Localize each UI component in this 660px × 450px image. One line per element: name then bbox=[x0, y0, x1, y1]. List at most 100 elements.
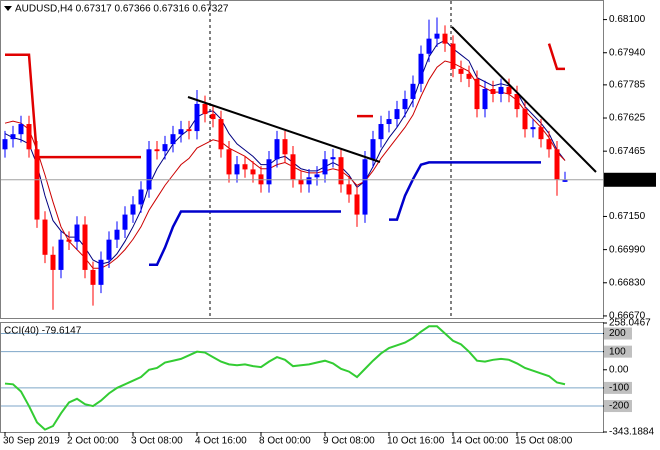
x-tick-label: 2 Oct 00:00 bbox=[67, 436, 119, 447]
y-tick-label: -200 bbox=[609, 401, 629, 412]
candle-body bbox=[290, 154, 296, 180]
x-tick-label: 14 Oct 00:00 bbox=[451, 436, 509, 447]
candle-body bbox=[442, 33, 448, 44]
level-label-bg bbox=[604, 381, 632, 394]
candle-body bbox=[274, 139, 280, 160]
trendline bbox=[187, 96, 381, 163]
candle-body bbox=[402, 98, 408, 110]
level-label-bg bbox=[604, 327, 632, 340]
candle-body bbox=[90, 269, 96, 285]
y-tick-label: 0.67625 bbox=[609, 113, 646, 124]
candle-body bbox=[338, 157, 344, 185]
candle-body bbox=[314, 174, 320, 178]
candle-body bbox=[266, 159, 272, 185]
x-tick-label: 15 Oct 08:00 bbox=[515, 436, 573, 447]
candle-body bbox=[474, 78, 480, 110]
candle-body bbox=[370, 139, 376, 160]
candle-body bbox=[34, 149, 40, 220]
candle-body bbox=[26, 124, 32, 150]
level-label-bg bbox=[604, 400, 632, 413]
candle-body bbox=[170, 134, 176, 145]
candle-body bbox=[458, 68, 464, 74]
candle-body bbox=[250, 169, 256, 175]
candle-body bbox=[82, 224, 88, 270]
cci-title: CCI(40) -79.6147 bbox=[4, 326, 82, 337]
candle-body bbox=[546, 139, 552, 150]
candle-body bbox=[498, 86, 504, 94]
candle-body bbox=[554, 149, 560, 180]
candle-body bbox=[242, 164, 248, 170]
candle-body bbox=[482, 89, 488, 110]
y-tick-label: 0.67150 bbox=[609, 211, 646, 222]
candle-body bbox=[378, 124, 384, 140]
candle-body bbox=[178, 129, 184, 135]
main-panel-frame bbox=[0, 0, 604, 319]
candle-body bbox=[10, 134, 16, 140]
y-tick-label: 100 bbox=[609, 346, 626, 357]
candle-body bbox=[346, 184, 352, 195]
candle-body bbox=[322, 159, 328, 175]
y-tick-label: 200 bbox=[609, 328, 626, 339]
candle-body bbox=[530, 127, 536, 130]
y-tick-label: 0.67940 bbox=[609, 47, 646, 58]
candle-body bbox=[386, 119, 392, 125]
candle-body bbox=[330, 157, 336, 160]
x-tick-label: 10 Oct 16:00 bbox=[387, 436, 445, 447]
candle-body bbox=[466, 73, 472, 79]
candle-body bbox=[394, 109, 400, 120]
last-price-label: 0.67327 bbox=[607, 174, 644, 185]
y-tick-label: 258.0467 bbox=[609, 318, 651, 329]
candle-body bbox=[282, 139, 288, 155]
candle-body bbox=[2, 139, 8, 150]
chart-title: AUDUSD,H4 0.67317 0.67366 0.67316 0.6732… bbox=[15, 4, 229, 15]
candle-body bbox=[130, 204, 136, 215]
candle-body bbox=[298, 179, 304, 185]
y-tick-label: 0.67465 bbox=[609, 146, 646, 157]
candle-body bbox=[226, 149, 232, 175]
x-tick-label: 4 Oct 16:00 bbox=[195, 436, 247, 447]
candle-body bbox=[506, 86, 512, 94]
candle-body bbox=[106, 239, 112, 260]
candle-body bbox=[58, 239, 64, 270]
y-tick-label: -100 bbox=[609, 383, 629, 394]
candle-body bbox=[362, 159, 368, 215]
y-tick-label: -343.1884 bbox=[609, 427, 654, 438]
candle-body bbox=[522, 109, 528, 130]
y-tick-label: 0.66670 bbox=[609, 311, 646, 322]
cci-line bbox=[4, 325, 566, 431]
candle-body bbox=[410, 83, 416, 99]
y-tick-label: 0.66830 bbox=[609, 277, 646, 288]
candle-body bbox=[354, 194, 360, 215]
x-tick-label: 3 Oct 08:00 bbox=[131, 436, 183, 447]
candle-body bbox=[418, 53, 424, 84]
menu-icon bbox=[4, 6, 12, 11]
x-tick-label: 30 Sep 2019 bbox=[3, 436, 60, 447]
candle-body bbox=[18, 124, 24, 135]
plot-layer bbox=[1, 17, 607, 436]
candle-body bbox=[514, 93, 520, 110]
candle-body bbox=[426, 38, 432, 54]
candle-body bbox=[450, 43, 456, 69]
candle-body bbox=[490, 89, 496, 94]
candle-body bbox=[234, 164, 240, 175]
y-tick-label: 0.66990 bbox=[609, 244, 646, 255]
indicator-line bbox=[149, 161, 541, 266]
candle-body bbox=[98, 259, 104, 285]
candle-body bbox=[50, 254, 56, 270]
candle-body bbox=[218, 119, 224, 150]
candle-body bbox=[74, 224, 80, 242]
x-tick-label: 8 Oct 00:00 bbox=[259, 436, 311, 447]
y-tick-label: 0.68100 bbox=[609, 14, 646, 25]
candle-body bbox=[538, 127, 544, 140]
candle-body bbox=[434, 33, 440, 39]
candle-body bbox=[66, 239, 72, 242]
level-label-bg bbox=[604, 345, 632, 358]
y-tick-label: 0.00 bbox=[609, 364, 629, 375]
candle-body bbox=[306, 177, 312, 185]
candle-body bbox=[114, 229, 120, 240]
candle-body bbox=[202, 103, 208, 115]
candle-body bbox=[42, 219, 48, 255]
last-price-box bbox=[604, 172, 656, 187]
